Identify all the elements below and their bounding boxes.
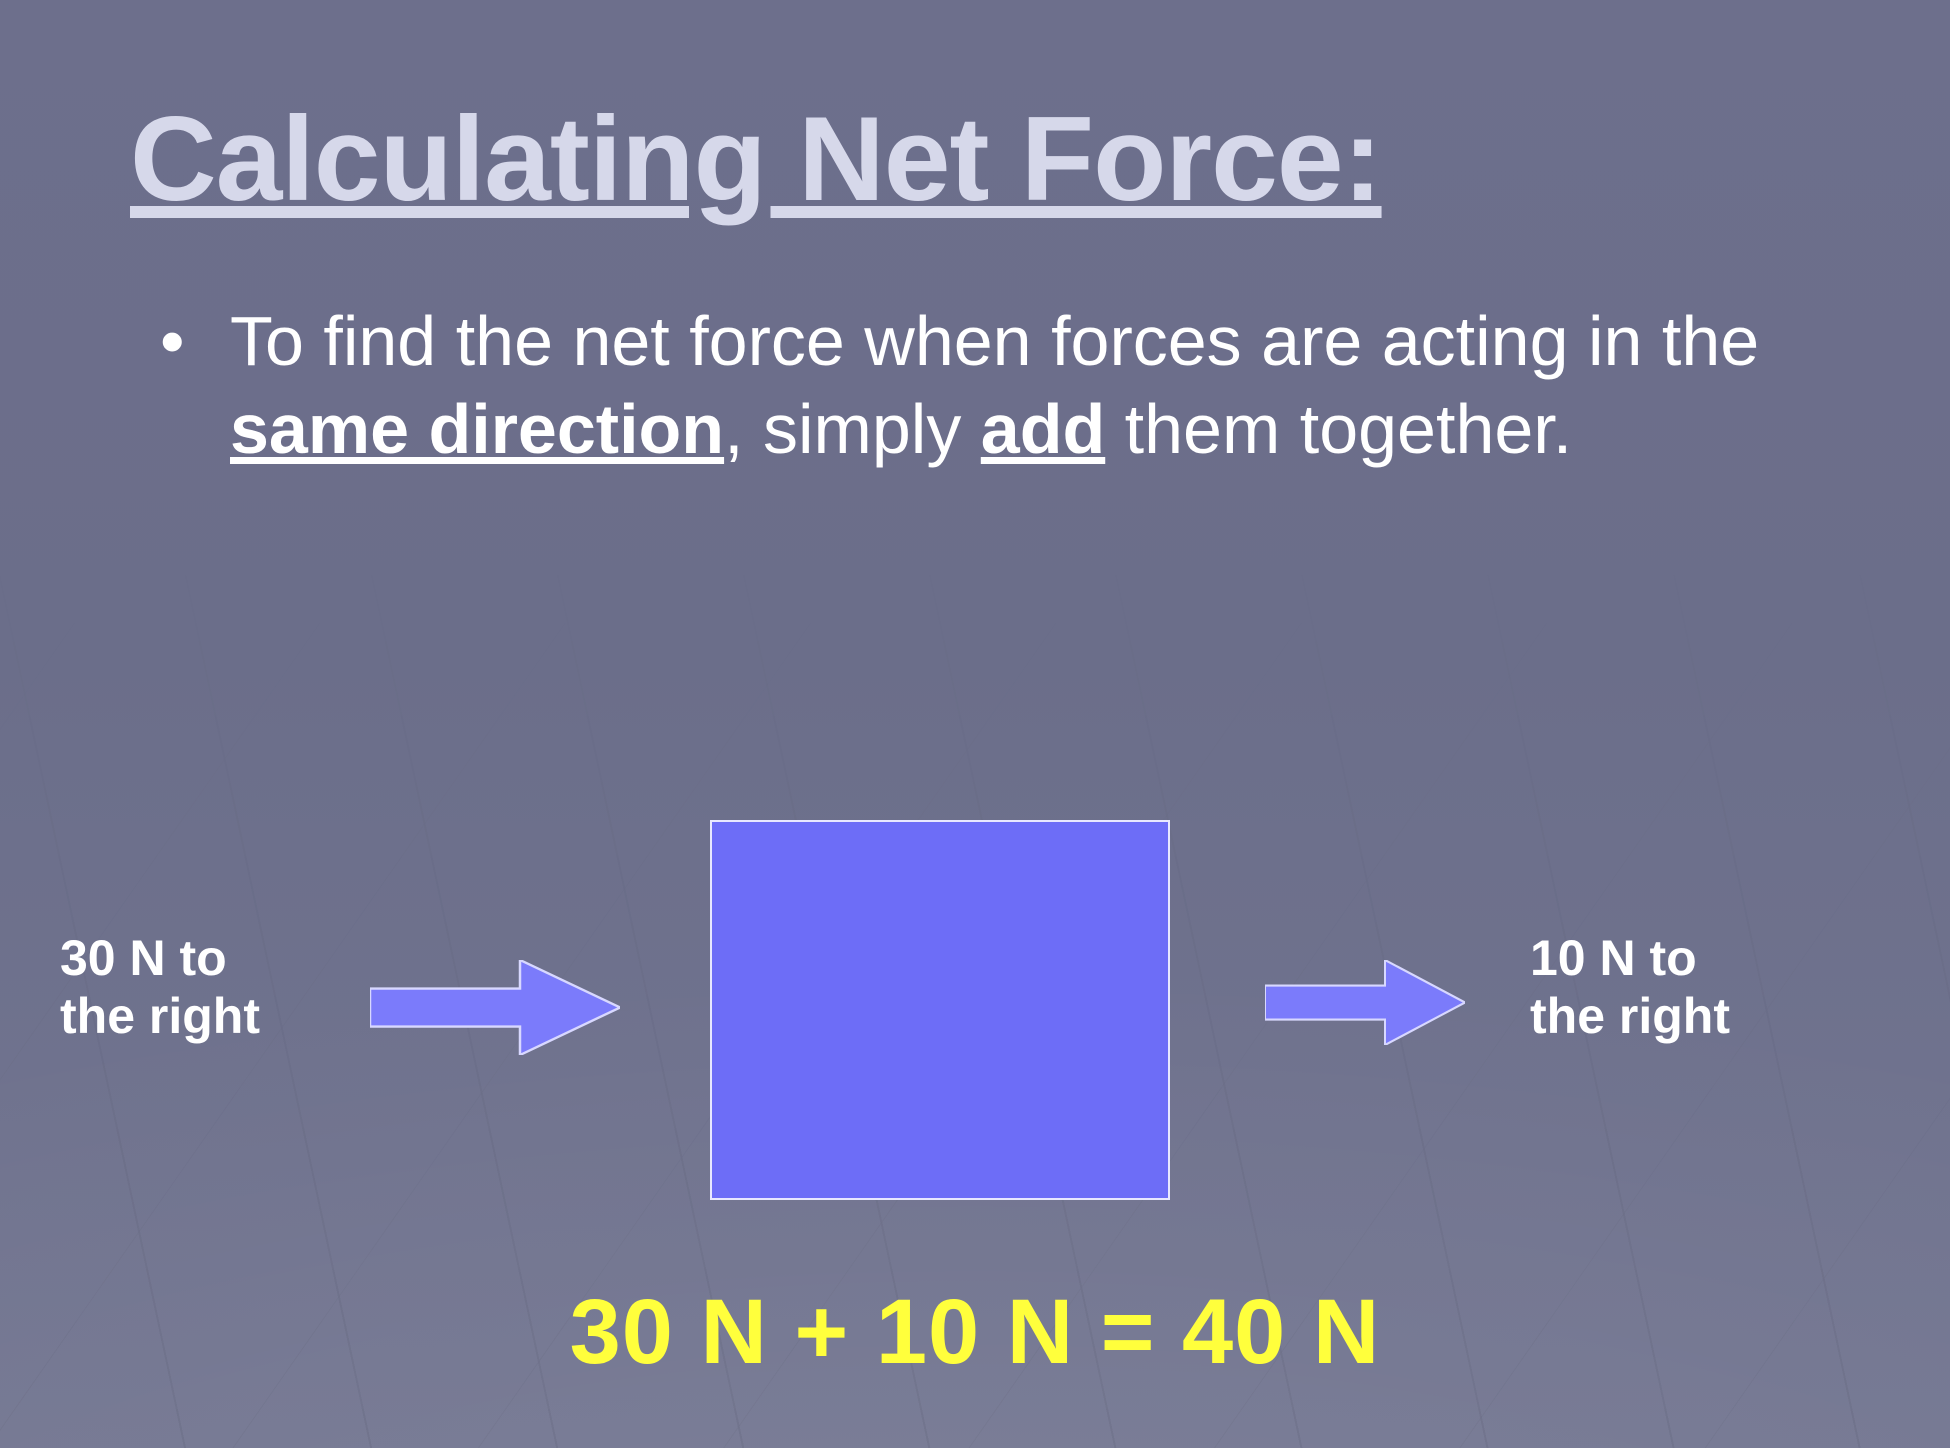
bullet-text-pre: To find the net force when forces are ac… xyxy=(230,302,1759,380)
slide-title: Calculating Net Force: xyxy=(130,90,1820,228)
left-force-label-line1: 30 N to xyxy=(60,930,227,986)
left-force-label: 30 N to the right xyxy=(60,930,260,1045)
arrow-shape xyxy=(1265,960,1465,1045)
right-arrow-icon xyxy=(1265,960,1465,1045)
left-force-label-line2: the right xyxy=(60,988,260,1044)
object-box xyxy=(710,820,1170,1200)
slide: Calculating Net Force: To find the net f… xyxy=(0,0,1950,1448)
bullet-text-post: them together. xyxy=(1105,390,1572,468)
right-force-label: 10 N to the right xyxy=(1530,930,1730,1045)
arrow-shape xyxy=(370,960,620,1055)
bullet-emph-add: add xyxy=(981,390,1105,468)
force-diagram: 30 N to the right 10 N to the right xyxy=(0,810,1950,1230)
left-arrow-icon xyxy=(370,960,620,1055)
right-force-label-line1: 10 N to xyxy=(1530,930,1697,986)
bullet-emph-same-direction: same direction xyxy=(230,390,724,468)
right-force-label-line2: the right xyxy=(1530,988,1730,1044)
equation-text: 30 N + 10 N = 40 N xyxy=(0,1280,1950,1385)
bullet-point: To find the net force when forces are ac… xyxy=(130,298,1820,473)
bullet-text-mid: , simply xyxy=(724,390,981,468)
